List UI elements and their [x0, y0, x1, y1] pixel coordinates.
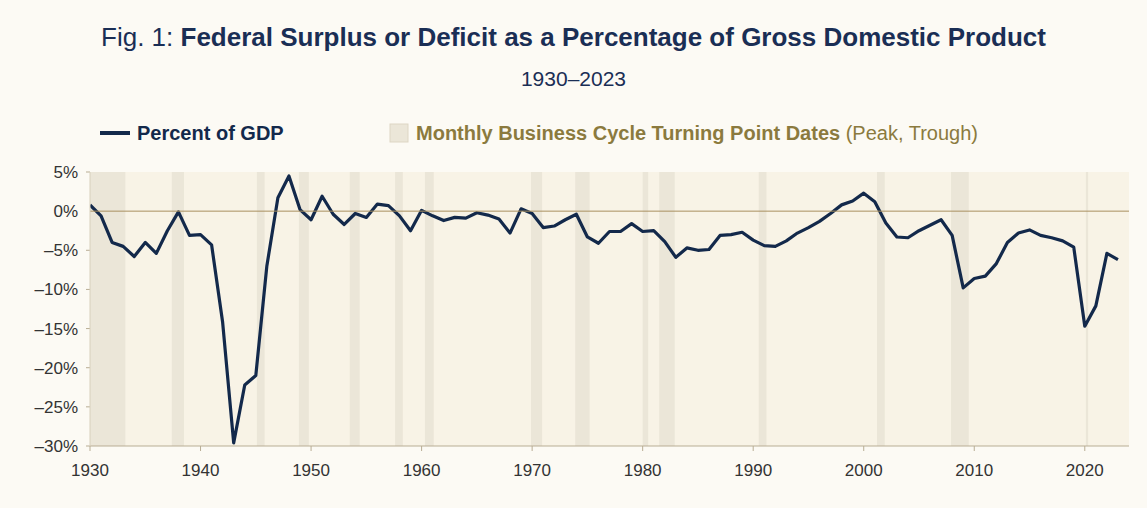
x-axis — [90, 446, 1129, 447]
recession-band — [90, 172, 125, 446]
y-tick — [86, 328, 90, 329]
x-tick — [532, 446, 533, 451]
background — [0, 0, 1147, 508]
x-tick-label: 2010 — [955, 461, 993, 480]
x-tick-label: 1970 — [513, 461, 551, 480]
legend-label-note: (Peak, Trough) — [846, 122, 978, 144]
x-tick — [421, 446, 422, 451]
y-tick-label: –5% — [44, 241, 78, 260]
recession-band — [643, 172, 649, 446]
series-line — [90, 176, 1118, 443]
x-tick — [311, 446, 312, 451]
y-tick — [86, 406, 90, 407]
title: Fig. 1: Federal Surplus or Deficit as a … — [101, 22, 1046, 52]
y-tick — [86, 172, 90, 173]
x-tick-label: 1990 — [734, 461, 772, 480]
y-tick-label: –30% — [35, 437, 78, 456]
legend-label: Monthly Business Cycle Turning Point Dat… — [416, 122, 978, 144]
y-axis — [90, 172, 91, 446]
x-tick — [200, 446, 201, 451]
plot-group — [90, 172, 1118, 446]
y-tick-label: 5% — [53, 163, 78, 182]
x-tick-label: 1930 — [71, 461, 109, 480]
recession-band — [951, 172, 969, 446]
y-tick-label: –10% — [35, 280, 78, 299]
recession-band — [759, 172, 767, 446]
zero-line — [90, 211, 1129, 212]
x-tick-label: 1960 — [403, 461, 441, 480]
recession-band — [1086, 172, 1088, 446]
x-tick-label: 2020 — [1066, 461, 1104, 480]
x-tick — [753, 446, 754, 451]
legend-label: Percent of GDP — [137, 122, 284, 144]
y-tick-label: –25% — [35, 398, 78, 417]
x-tick — [90, 446, 91, 451]
x-tick — [863, 446, 864, 451]
y-tick-label: 0% — [53, 202, 78, 221]
recession-band — [659, 172, 674, 446]
x-tick-label: 2000 — [845, 461, 883, 480]
x-tick-label: 1940 — [182, 461, 220, 480]
y-tick — [86, 446, 90, 447]
y-tick-label: –15% — [35, 320, 78, 339]
x-tick — [1084, 446, 1085, 451]
subtitle: 1930–2023 — [521, 67, 626, 90]
y-tick — [86, 289, 90, 290]
legend-line — [100, 131, 130, 135]
legend-label-main: Monthly Business Cycle Turning Point Dat… — [416, 122, 846, 144]
x-tick-label: 1980 — [624, 461, 662, 480]
title-main: Federal Surplus or Deficit as a Percenta… — [181, 22, 1047, 52]
x-tick-label: 1950 — [292, 461, 330, 480]
y-tick — [86, 250, 90, 251]
x-tick — [974, 446, 975, 451]
y-tick-label: –20% — [35, 359, 78, 378]
plot-area — [90, 172, 1129, 446]
x-tick — [642, 446, 643, 451]
title-prefix: Fig. 1: — [101, 22, 180, 52]
chart: Fig. 1: Federal Surplus or Deficit as a … — [0, 0, 1147, 508]
legend-swatch — [390, 124, 408, 142]
y-tick — [86, 367, 90, 368]
